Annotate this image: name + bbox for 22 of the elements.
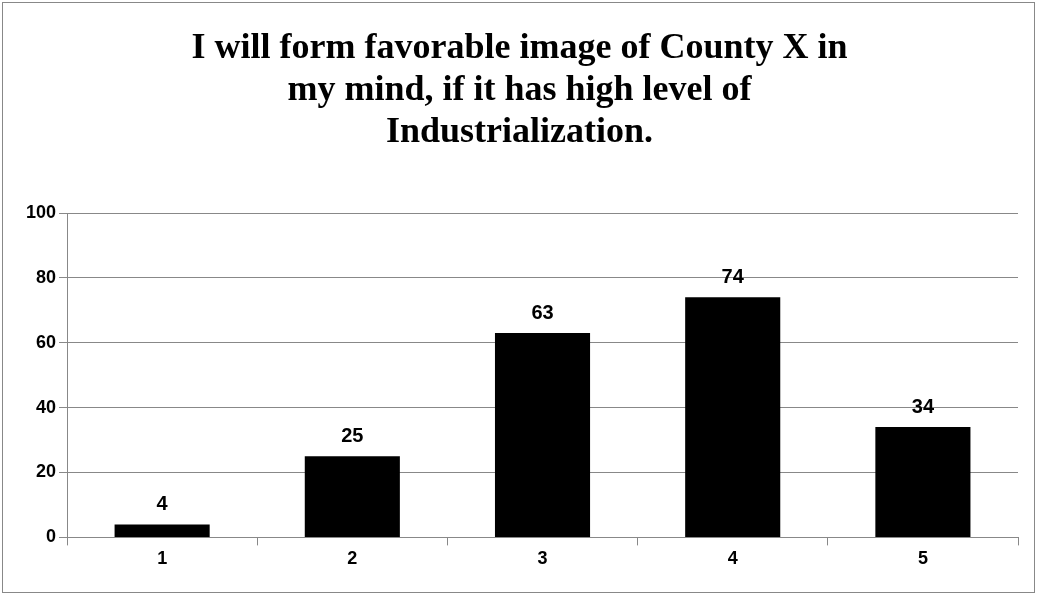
bar xyxy=(304,456,400,537)
data-label: 74 xyxy=(721,264,745,287)
data-label: 63 xyxy=(531,300,554,323)
bar xyxy=(875,427,971,537)
x-tick-label: 1 xyxy=(157,548,168,569)
x-tick-label: 4 xyxy=(727,548,738,569)
data-label: 25 xyxy=(341,423,364,446)
y-tick-label: 40 xyxy=(36,396,57,417)
y-tick-label: 20 xyxy=(36,461,57,482)
x-tick-label: 5 xyxy=(917,548,928,569)
bar xyxy=(114,524,210,537)
y-tick-label: 0 xyxy=(46,526,57,547)
chart-title: I will form favorable image of County X in my mind, if it has high level of Industrialization. xyxy=(190,25,849,151)
x-tick-label: 3 xyxy=(537,548,548,569)
y-tick-label: 100 xyxy=(25,201,57,222)
bar xyxy=(685,297,781,537)
bar xyxy=(494,333,591,537)
x-tick-label: 2 xyxy=(347,548,358,569)
data-label: 34 xyxy=(911,394,935,417)
y-tick-label: 60 xyxy=(36,331,57,352)
data-label: 4 xyxy=(156,491,169,514)
y-tick-label: 80 xyxy=(36,266,57,287)
